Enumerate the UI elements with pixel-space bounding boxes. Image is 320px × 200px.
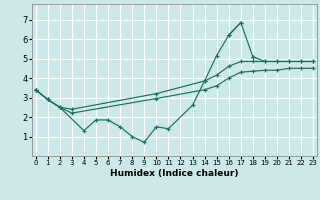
X-axis label: Humidex (Indice chaleur): Humidex (Indice chaleur) xyxy=(110,169,239,178)
